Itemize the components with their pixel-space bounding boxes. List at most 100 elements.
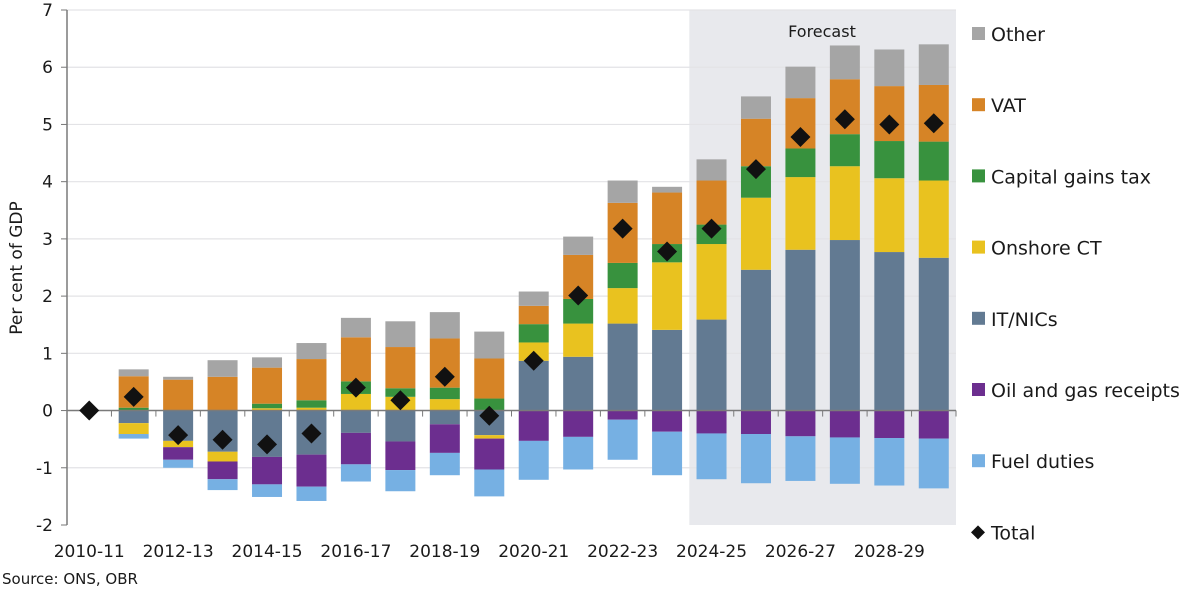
bar-segment-it-nics [696,319,727,411]
bar-segment-onshore-ct [740,197,771,270]
bar-segment-oil-and-gas-receipts [207,461,238,480]
bar-segment-fuel-duties [385,470,416,492]
bar-segment-other [829,45,860,80]
bar-segment-oil-and-gas-receipts [563,410,594,437]
bar-stack-2024-25 [696,159,727,480]
y-tick-label: 4 [42,173,53,193]
total-marker [434,366,455,387]
bar-stack-2029-30 [918,44,949,489]
bar-segment-other [740,96,771,119]
bar-segment-it-nics [118,410,149,424]
legend-swatch [972,383,985,396]
axes: -2 -1 0 1 2 3 4 5 6 7 2010-11 2012-13 2014-15 2016-17… [36,1,957,562]
bar-segment-capital-gains-tax [296,400,327,408]
bar-segment-it-nics [918,257,949,411]
bar-segment-other [429,312,460,339]
bar-segment-vat [740,118,771,167]
total-marker [168,425,189,446]
bar-segment-vat [652,192,683,245]
bar-segment-it-nics [385,410,416,442]
bar-segment-oil-and-gas-receipts [918,410,949,439]
y-tick-label: 2 [42,287,53,307]
bar-stack-2022-23 [607,180,638,460]
x-tick-label: 2012-13 [143,542,214,562]
total-marker [745,159,766,180]
total-marker [390,390,411,411]
y-tick-label: 7 [42,1,53,21]
x-tick-label: 2026-27 [765,542,836,562]
bar-segment-onshore-ct [874,178,905,253]
bar-segment-capital-gains-tax [607,262,638,289]
bar-segment-vat [474,358,505,399]
bar-segment-capital-gains-tax [474,398,505,411]
bar-stack-2017-18 [385,321,416,492]
bar-segment-oil-and-gas-receipts [163,447,194,460]
x-tick-label: 2014-15 [232,542,303,562]
bar-segment-fuel-duties [429,452,460,476]
bar-segment-it-nics [429,410,460,425]
bar-stack-2018-19 [429,312,460,476]
legend-swatch [972,240,985,254]
forecast-shading-layer [689,10,956,525]
forecast-label: Forecast [788,22,856,41]
bar-segment-fuel-duties [296,486,327,501]
bar-segment-oil-and-gas-receipts [518,410,549,441]
bar-segment-capital-gains-tax [118,407,149,411]
bar-segment-it-nics [563,356,594,411]
legend-label: VAT [991,95,1026,117]
y-tick-label: 6 [42,58,53,78]
bar-stack-2028-29 [874,49,905,486]
bar-segment-onshore-ct [474,435,505,439]
bar-stack-2016-17 [340,317,371,482]
legend-item-oil-and-gas-receipts: Oil and gas receipts [972,380,1180,402]
total-marker [701,218,722,239]
bar-segment-onshore-ct [607,288,638,324]
bar-segment-capital-gains-tax [429,387,460,400]
bar-segment-onshore-ct [918,180,949,258]
legend-label: Onshore CT [991,238,1102,260]
legend-label: IT/NICs [991,309,1058,331]
bar-segment-vat [696,180,727,225]
bar-segment-oil-and-gas-receipts [340,432,371,465]
legend-item-it-nics: IT/NICs [972,309,1058,331]
bar-segment-fuel-duties [696,433,727,480]
bar-segment-capital-gains-tax [785,148,816,178]
legend-label: Oil and gas receipts [991,380,1180,402]
bar-segment-fuel-duties [874,438,905,486]
bar-stack-2025-26 [740,96,771,484]
diamond-icon [971,525,985,540]
total-marker [523,350,544,371]
total-marker [834,109,855,130]
bar-segment-capital-gains-tax [252,403,283,409]
bar-segment-it-nics [874,252,905,411]
bar-segment-other [652,186,683,193]
bar-segment-vat [252,367,283,404]
legend-label: Total [990,522,1035,544]
total-marker [301,423,322,444]
legend-swatch [972,27,985,40]
x-tick-label: 2024-25 [676,542,747,562]
bar-segment-other [163,376,194,380]
bar-stack-2027-28 [829,45,860,484]
legend-swatch [972,98,985,112]
bar-segment-oil-and-gas-receipts [829,410,860,438]
total-marker [568,285,589,306]
bar-stack-2021-22 [563,236,594,470]
legend-swatch [972,311,985,325]
bar-segment-oil-and-gas-receipts [740,410,771,435]
bar-stack-2013-14 [207,360,238,491]
bar-segment-vat [207,376,238,411]
bar-segment-fuel-duties [740,434,771,484]
bar-segment-fuel-duties [607,419,638,460]
y-tick-label: -2 [36,516,53,536]
bar-segment-vat [518,305,549,325]
bar-segment-other [696,159,727,181]
bar-segment-vat [385,347,416,389]
bar-segment-onshore-ct [652,262,683,330]
bar-segment-fuel-duties [474,469,505,497]
bar-segment-oil-and-gas-receipts [385,441,416,471]
bar-segment-oil-and-gas-receipts [785,410,816,437]
bar-segment-fuel-duties [118,434,149,439]
total-marker [879,114,900,135]
bar-segment-capital-gains-tax [829,134,860,167]
